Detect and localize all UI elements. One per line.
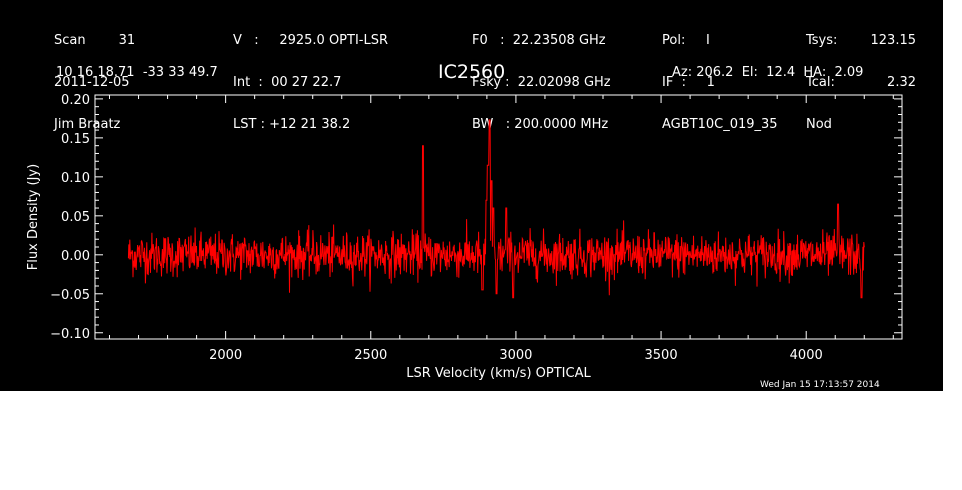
y-tick-label: −0.05 bbox=[50, 288, 90, 303]
az-el-ha: Az: 206.2 El: 12.4 HA: 2.09 bbox=[672, 65, 864, 80]
system-info-labels: Tsys: Tcal: Nod bbox=[806, 6, 837, 160]
rest-frequency-line: F0 : 22.23508 GHz bbox=[472, 33, 606, 48]
project-line: AGBT10C_019_35 bbox=[662, 117, 778, 132]
procedure-label: Nod bbox=[806, 117, 832, 132]
x-tick-label: 4000 bbox=[790, 348, 823, 363]
plot-frame: Scan 31 2011-12-05 Jim Braatz V : 2925.0… bbox=[0, 0, 943, 391]
y-tick-label: 0.15 bbox=[61, 132, 90, 147]
y-axis: −0.10 −0.05 0.00 0.05 0.10 0.15 0.20 bbox=[50, 93, 902, 342]
tcal-value: 2.32 bbox=[887, 75, 916, 90]
polarization-line: Pol: I bbox=[662, 33, 710, 48]
y-tick-label: 0.00 bbox=[61, 249, 90, 264]
tcal-label: Tcal: bbox=[806, 75, 835, 90]
spectrum-chart: 2000 2500 3000 3500 4000 −0.10 −0.05 0.00 0.05 0… bbox=[26, 93, 903, 381]
y-tick-label: 0.05 bbox=[61, 210, 90, 225]
pol-info: Pol: I IF : 1 AGBT10C_019_35 bbox=[662, 6, 778, 160]
spectrum-trace bbox=[127, 119, 865, 299]
observer-line: Jim Braatz bbox=[54, 117, 121, 132]
x-axis-label: LSR Velocity (km/s) OPTICAL bbox=[406, 366, 591, 381]
tsys-value: 123.15 bbox=[870, 33, 917, 48]
y-tick-label: −0.10 bbox=[50, 327, 90, 342]
x-tick-label: 2000 bbox=[209, 348, 242, 363]
velocity-info: V : 2925.0 OPTI-LSR Int : 00 27 22.7 LST… bbox=[233, 6, 388, 160]
source-name: IC2560 bbox=[438, 61, 506, 83]
x-tick-label: 2500 bbox=[354, 348, 387, 363]
x-tick-label: 3500 bbox=[645, 348, 678, 363]
velocity-line: V : 2925.0 OPTI-LSR bbox=[233, 33, 389, 48]
if-line: IF : 1 bbox=[662, 75, 715, 90]
x-tick-label: 3000 bbox=[499, 348, 532, 363]
y-axis-label: Flux Density (Jy) bbox=[26, 164, 41, 270]
integration-line: Int : 00 27 22.7 bbox=[233, 75, 342, 90]
date-line: 2011-12-05 bbox=[54, 75, 130, 90]
lst-line: LST : +12 21 38.2 bbox=[233, 117, 351, 132]
timestamp: Wed Jan 15 17:13:57 2014 bbox=[760, 380, 880, 390]
frequency-info: F0 : 22.23508 GHz Fsky : 22.02098 GHz BW… bbox=[472, 6, 611, 160]
sky-frequency-line: Fsky : 22.02098 GHz bbox=[472, 75, 611, 90]
source-coordinates: 10 16 18.71 -33 33 49.7 bbox=[56, 65, 218, 80]
system-info-values: 123.15 2.32 bbox=[846, 6, 917, 118]
axes-box bbox=[94, 94, 903, 340]
tsys-label: Tsys: bbox=[806, 33, 838, 48]
x-axis: 2000 2500 3000 3500 4000 bbox=[109, 95, 894, 363]
y-tick-label: 0.20 bbox=[61, 93, 90, 108]
scan-line: Scan 31 bbox=[54, 33, 136, 48]
flux-density-series bbox=[127, 119, 865, 299]
scan-info: Scan 31 2011-12-05 Jim Braatz bbox=[54, 6, 135, 160]
y-tick-label: 0.10 bbox=[61, 171, 90, 186]
bandwidth-line: BW : 200.0000 MHz bbox=[472, 117, 609, 132]
